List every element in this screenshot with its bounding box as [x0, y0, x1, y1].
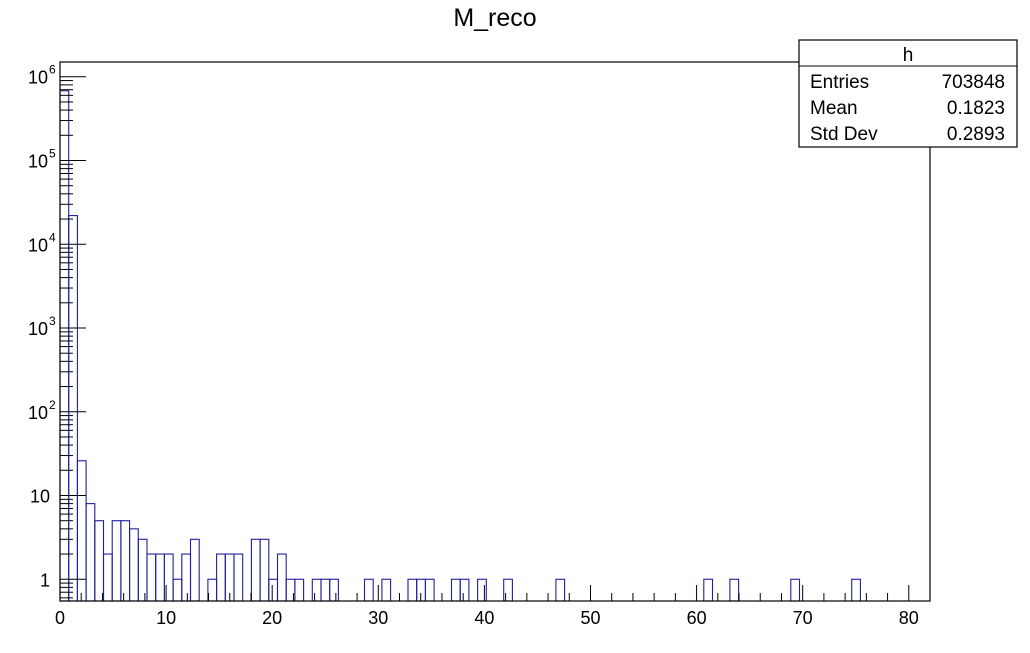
y-tick-label: 10	[28, 68, 48, 88]
y-tick-exponent: 3	[49, 314, 56, 328]
y-tick-label: 10	[28, 319, 48, 339]
histogram-bin-10	[146, 553, 157, 602]
histogram-bin-1	[68, 215, 78, 602]
histogram-bin-40	[729, 578, 740, 602]
histogram-bin-26	[311, 578, 322, 602]
x-tick-label: 60	[687, 608, 707, 628]
histogram-bin-15	[189, 538, 200, 602]
histogram-bin-13	[172, 578, 183, 602]
histogram-bin-34	[450, 578, 461, 602]
y-tick-exponent: 5	[49, 146, 56, 160]
x-tick-label: 40	[474, 608, 494, 628]
x-tick-label: 70	[793, 608, 813, 628]
histogram-bin-22	[268, 578, 279, 602]
histogram-bin-2	[76, 460, 87, 602]
histogram-bin-37	[503, 578, 513, 602]
histogram-bin-41	[790, 578, 801, 602]
x-tick-label: 20	[262, 608, 282, 628]
histogram-bin-6	[111, 520, 122, 602]
y-tick-exponent: 4	[49, 230, 56, 244]
histogram-bin-36	[477, 578, 487, 602]
y-tick-exponent: 2	[49, 398, 56, 412]
histogram-bin-5	[102, 553, 113, 602]
histogram-bin-9	[137, 538, 148, 602]
histogram-bin-21	[259, 538, 270, 602]
histogram-bin-27	[320, 578, 331, 602]
histogram-bin-42	[851, 578, 861, 602]
x-tick-label: 50	[580, 608, 600, 628]
histogram-bin-7	[120, 520, 131, 602]
histogram-bin-11	[155, 553, 165, 602]
stats-box: h Entries 703848 Mean 0.1823 Std Dev 0.2…	[798, 39, 1018, 148]
stats-entries-label: Entries	[810, 72, 869, 93]
histogram-bin-35	[459, 578, 470, 602]
histogram-bin-20	[250, 538, 261, 602]
histogram-bin-23	[276, 553, 287, 602]
stats-box-title: h	[903, 45, 914, 66]
histogram-bin-8	[129, 528, 139, 602]
stats-box-frame	[798, 39, 1018, 148]
y-tick-exponent: 6	[49, 63, 56, 77]
histogram-bin-29	[363, 578, 374, 602]
y-tick-label: 1	[40, 570, 50, 590]
stats-stddev-value: 0.2893	[947, 124, 1005, 145]
x-tick-label: 0	[55, 608, 65, 628]
x-tick-label: 80	[899, 608, 919, 628]
x-tick-label: 30	[368, 608, 388, 628]
stats-mean-label: Mean	[810, 98, 858, 119]
stats-stddev-label: Std Dev	[810, 124, 878, 145]
histogram-bin-30	[381, 578, 392, 602]
y-tick-label: 10	[28, 151, 48, 171]
histogram-bars	[59, 90, 861, 602]
stats-entries-value: 703848	[942, 72, 1005, 93]
y-tick-label: 10	[30, 487, 50, 507]
x-axis: 0 10 20 30 40 50 60 70 80	[55, 585, 931, 628]
histogram-bin-19	[233, 553, 244, 602]
y-tick-label: 10	[28, 403, 48, 423]
histogram-bin-4	[94, 520, 105, 602]
histogram-bin-16	[207, 578, 218, 602]
histogram-bin-39	[703, 578, 714, 602]
histogram-bin-38	[555, 578, 566, 602]
histogram-bin-3	[85, 503, 96, 602]
histogram-bin-17	[216, 553, 226, 602]
chart-title: M_reco	[453, 4, 536, 32]
histogram-bin-0	[59, 90, 70, 602]
y-tick-label: 10	[28, 235, 48, 255]
x-tick-label: 10	[156, 608, 176, 628]
histogram-bin-14	[181, 553, 192, 602]
histogram-bin-28	[329, 578, 339, 602]
stats-mean-value: 0.1823	[947, 98, 1005, 119]
histogram-bin-25	[294, 578, 305, 602]
histogram-bin-31	[407, 578, 418, 602]
histogram-bin-33	[424, 578, 435, 602]
